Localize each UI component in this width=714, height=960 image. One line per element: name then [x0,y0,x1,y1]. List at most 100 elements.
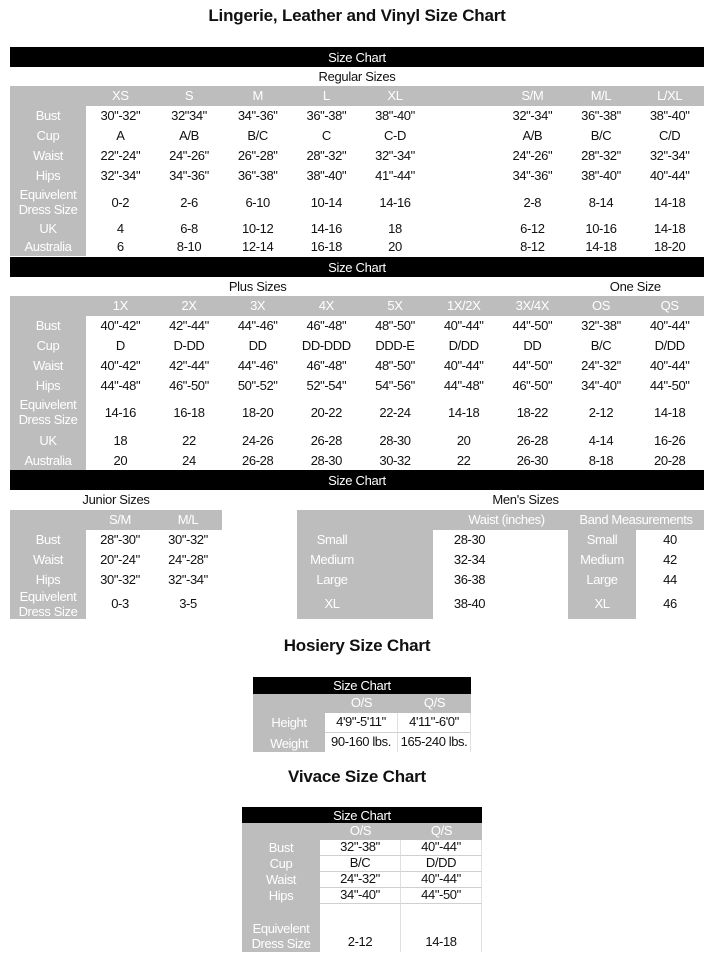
regular-cell: 30"-32" [86,106,155,126]
regular-cell: 2-8 [498,186,567,220]
mens-waist-cell: 36-38 [433,570,568,590]
regular-cell: 14-18 [635,220,704,238]
vivace-column-header: Q/S [401,823,482,840]
plus-cell: 32"-38" [566,316,636,336]
regular-cell: 8-10 [154,238,224,256]
vivace-cell: D/DD [401,855,482,872]
plus-cell: 40"-42" [86,356,155,376]
regular-cell: 18 [360,220,430,238]
plus-cell: 52"-54" [292,376,361,396]
junior-cell: 3-5 [154,590,222,619]
junior-row-label: Hips [10,570,86,590]
plus-row-label: Cup [10,336,86,356]
regular-cell: 24"-26" [154,146,224,166]
plus-cell: 44"-50" [635,376,704,396]
regular-cell: 14-16 [292,220,361,238]
plus-cell: 16-26 [635,430,704,452]
vivace-title: Vivace Size Chart [287,767,427,786]
regular-column-header: L/XL [635,86,704,106]
plus-cell: 14-16 [86,396,155,430]
plus-cell: 18 [86,430,155,452]
plus-cell: DD [223,336,292,356]
plus-cell: 28-30 [292,452,361,470]
junior-sizes-heading: Junior Sizes [82,492,150,507]
mens-band-cell: 40 [636,530,704,550]
regular-cell: 10-14 [292,186,361,220]
regular-header-corner [10,86,86,106]
plus-cell: 22-24 [360,396,430,430]
regular-column-header: M/L [566,86,636,106]
regular-cell: 26"-28" [223,146,292,166]
plus-cell: 20 [86,452,155,470]
plus-cell: 26-28 [223,452,292,470]
plus-cell: 8-18 [566,452,636,470]
regular-row-label: Australia [10,238,86,256]
plus-cell: 26-28 [292,430,361,452]
regular-cell: 0-2 [86,186,155,220]
regular-cell: 32"-34" [635,146,704,166]
regular-cell: C/D [635,126,704,146]
hosiery-column-header: Q/S [398,694,471,713]
vivace-row-label: Bust [242,840,320,856]
plus-cell: D-DD [154,336,224,356]
regular-cell: 36"-38" [292,106,361,126]
regular-cell: 40"-44" [635,166,704,186]
plus-cell: 20 [429,430,498,452]
plus-cell: 46"-50" [154,376,224,396]
regular-column-header: XL [360,86,430,106]
junior-cell: 30"-32" [86,570,154,590]
plus-cell: 44"-48" [86,376,155,396]
regular-column-header: XS [86,86,155,106]
plus-row-label: Australia [10,452,86,470]
plus-row-label: Waist [10,356,86,376]
vivace-cell: 2-12 [320,904,401,952]
vivace-column-header: O/S [320,823,401,840]
regular-sizes-heading: Regular Sizes [318,69,396,84]
vivace-row-label: Equivelent Dress Size [242,904,320,952]
plus-cell: 40"-42" [86,316,155,336]
junior-column-header: M/L [154,510,222,530]
mens-band-cell: 42 [636,550,704,570]
regular-cell: 36"-38" [566,106,636,126]
regular-cell: 6 [86,238,155,256]
size-chart-bar: Size Chart [242,807,482,823]
regular-cell: 18-20 [635,238,704,256]
plus-cell: 40"-44" [635,356,704,376]
regular-cell: 28"-32" [566,146,636,166]
plus-cell: 44"-46" [223,356,292,376]
plus-cell: 40"-44" [635,316,704,336]
mens-band-cell: 44 [636,570,704,590]
junior-cell: 20"-24" [86,550,154,570]
plus-cell: 34"-40" [566,376,636,396]
plus-cell: 42"-44" [154,316,224,336]
junior-cell: 30"-32" [154,530,222,550]
size-chart-bar: Size Chart [10,257,704,277]
vivace-cell: 44"-50" [401,887,482,904]
plus-column-header: 1X [86,296,155,316]
regular-row-label: Equivelent Dress Size [10,186,86,220]
vivace-row-label: Waist [242,872,320,888]
plus-cell: D/DD [429,336,498,356]
regular-cell: 6-12 [498,220,567,238]
vivace-cell: 24"-32" [320,871,401,888]
regular-cell: 38"-40" [566,166,636,186]
hosiery-column-header: O/S [325,694,398,713]
hosiery-title: Hosiery Size Chart [283,636,431,655]
regular-cell: 14-16 [360,186,430,220]
junior-cell: 32"-34" [154,570,222,590]
plus-cell: 46"-50" [498,376,567,396]
vivace-cell: 14-18 [401,904,482,952]
plus-cell: 18-20 [223,396,292,430]
mens-band-label: Large [568,570,636,590]
plus-cell: 20-28 [635,452,704,470]
junior-row-label: Bust [10,530,86,550]
vivace-cell: B/C [320,855,401,872]
plus-cell: 4-14 [566,430,636,452]
plus-cell: 28-30 [360,430,430,452]
regular-cell: C [292,126,361,146]
plus-cell: DD-DDD [292,336,361,356]
plus-row-label: UK [10,430,86,452]
size-chart-bar: Size Chart [10,47,704,67]
hosiery-cell: 90-160 lbs. [325,733,398,752]
mens-band-label: Medium [568,550,636,570]
